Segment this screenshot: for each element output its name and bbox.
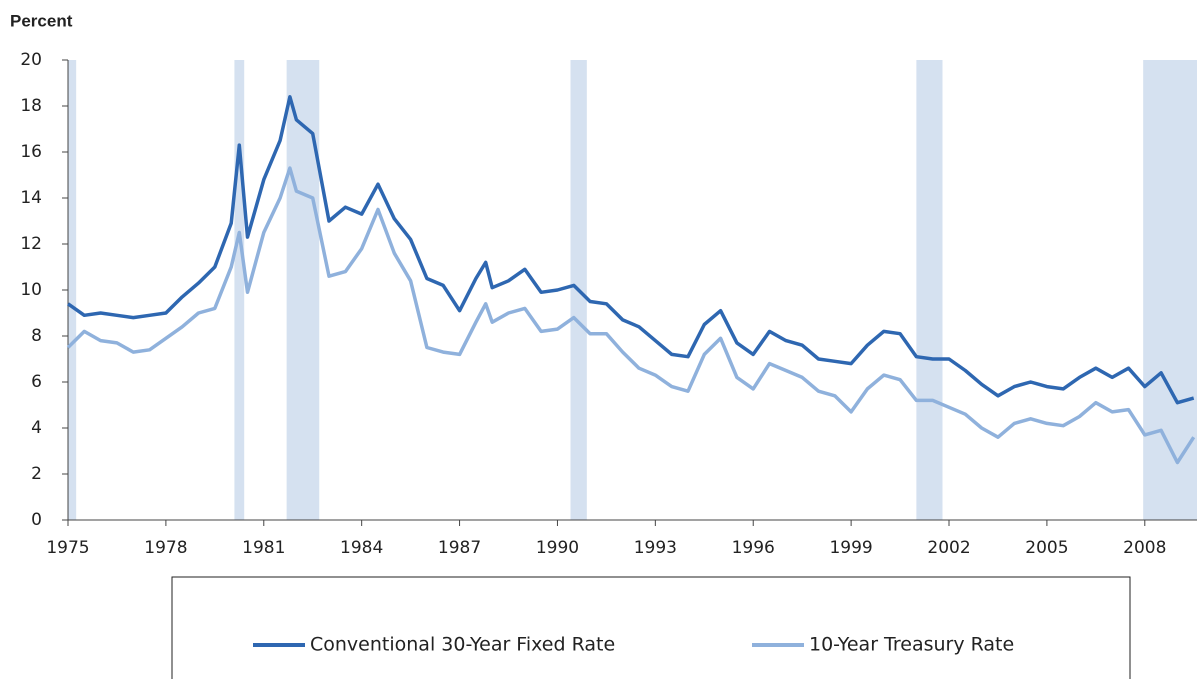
y-tick-label: 12 — [20, 234, 42, 254]
x-tick-label: 1975 — [46, 538, 89, 558]
legend-box — [171, 576, 1131, 684]
x-tick-label: 1999 — [829, 538, 872, 558]
y-tick-label: 10 — [20, 280, 42, 300]
y-tick-label: 6 — [31, 372, 42, 392]
y-tick-label: 4 — [31, 418, 42, 438]
y-tick-label: 16 — [20, 142, 42, 162]
legend-label: Conventional 30-Year Fixed Rate — [310, 634, 615, 656]
x-tick-label: 1981 — [242, 538, 285, 558]
y-tick-label: 0 — [31, 510, 42, 530]
legend-label: 10-Year Treasury Rate — [809, 634, 1014, 656]
series-line — [66, 166, 1196, 465]
series-line — [66, 95, 1195, 405]
x-tick-label: 2005 — [1025, 538, 1068, 558]
x-tick-label: 1996 — [732, 538, 775, 558]
y-tick-label: 18 — [20, 96, 42, 116]
recession-band — [234, 60, 245, 520]
y-tick-label: 20 — [20, 50, 42, 70]
x-tick-label: 1990 — [536, 538, 579, 558]
x-tick-label: 1987 — [438, 538, 481, 558]
y-tick-label: 2 — [31, 464, 42, 484]
recession-band — [916, 60, 943, 520]
x-tick-label: 2008 — [1123, 538, 1166, 558]
y-axis-label: Percent — [10, 11, 73, 30]
x-tick-label: 1993 — [634, 538, 677, 558]
recession-band — [68, 60, 77, 520]
x-tick-label: 1978 — [144, 538, 187, 558]
x-tick-label: 1984 — [340, 538, 383, 558]
x-tick-label: 2002 — [927, 538, 970, 558]
y-tick-label: 14 — [20, 188, 42, 208]
y-tick-label: 8 — [31, 326, 42, 346]
recession-band — [286, 60, 320, 520]
